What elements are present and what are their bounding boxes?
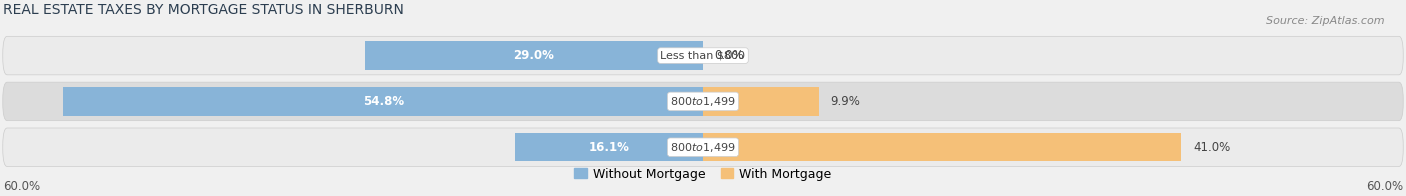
Text: 60.0%: 60.0% [1367, 180, 1403, 193]
Text: $800 to $1,499: $800 to $1,499 [671, 141, 735, 154]
Text: $800 to $1,499: $800 to $1,499 [671, 95, 735, 108]
Text: REAL ESTATE TAXES BY MORTGAGE STATUS IN SHERBURN: REAL ESTATE TAXES BY MORTGAGE STATUS IN … [3, 3, 404, 17]
Text: 29.0%: 29.0% [513, 49, 554, 62]
Bar [63, 87, 703, 116]
FancyBboxPatch shape [3, 36, 1403, 75]
Legend: Without Mortgage, With Mortgage: Without Mortgage, With Mortgage [569, 162, 837, 186]
FancyBboxPatch shape [3, 82, 1403, 121]
Bar [703, 133, 1181, 162]
Bar [515, 133, 703, 162]
Text: 60.0%: 60.0% [3, 180, 39, 193]
Text: 41.0%: 41.0% [1194, 141, 1230, 154]
Text: 9.9%: 9.9% [830, 95, 860, 108]
FancyBboxPatch shape [3, 128, 1403, 166]
Text: 54.8%: 54.8% [363, 95, 404, 108]
Text: Source: ZipAtlas.com: Source: ZipAtlas.com [1267, 16, 1385, 26]
Text: Less than $800: Less than $800 [661, 51, 745, 61]
Text: 16.1%: 16.1% [589, 141, 630, 154]
Bar [703, 87, 818, 116]
Bar [364, 41, 703, 70]
Text: 0.0%: 0.0% [714, 49, 744, 62]
